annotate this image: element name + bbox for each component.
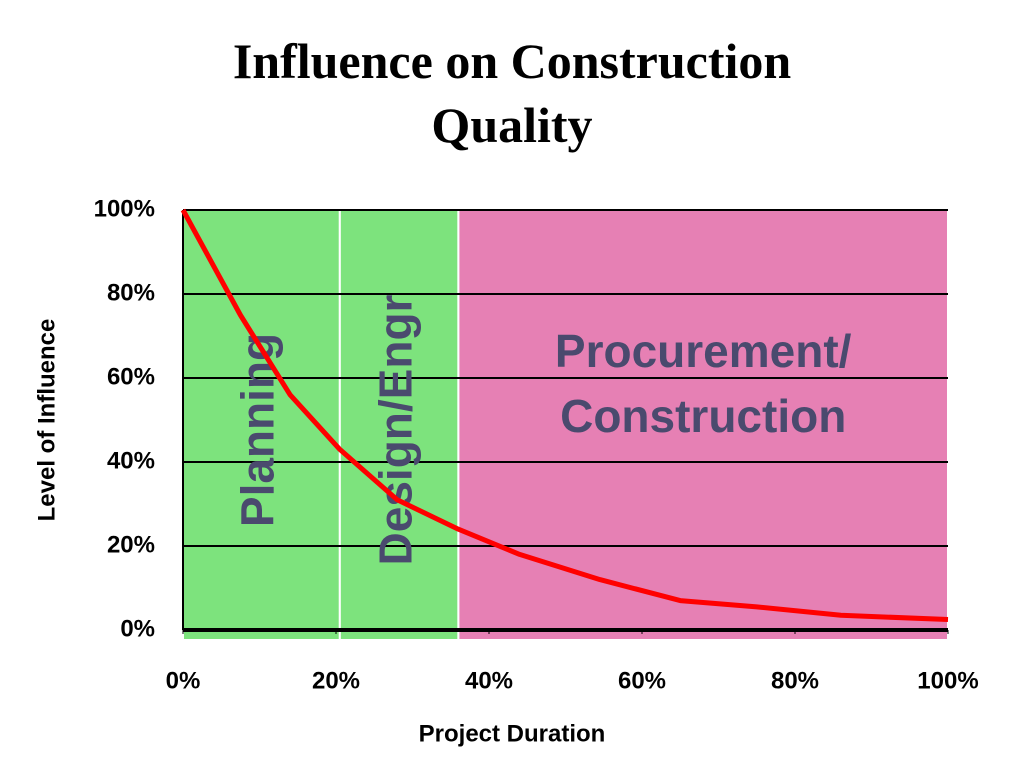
y-tick-label: 20% <box>107 531 155 558</box>
y-tick-label: 100% <box>94 195 155 222</box>
y-tick-label: 80% <box>107 279 155 306</box>
data-line <box>180 208 949 622</box>
y-tick-label: 60% <box>107 363 155 390</box>
region-band <box>182 209 341 641</box>
title-line: Influence on Construction <box>233 33 792 89</box>
x-tick-label: 80% <box>771 667 819 694</box>
region-label: Design/Engr <box>369 294 421 565</box>
x-tick-label: 100% <box>917 667 978 694</box>
y-tick-label: 40% <box>107 447 155 474</box>
x-tick-label: 40% <box>465 667 513 694</box>
x-tick-label: 0% <box>166 667 201 694</box>
region-label: Construction <box>560 390 846 442</box>
region-band <box>338 209 460 641</box>
region-label: Planning <box>232 333 284 527</box>
x-axis-label: Project Duration <box>419 720 606 747</box>
title-line: Quality <box>431 97 592 153</box>
region-label: Procurement/ <box>555 325 852 377</box>
x-tick-label: 20% <box>312 667 360 694</box>
chart-title: Influence on Construction Quality <box>233 33 792 153</box>
y-tick-label: 0% <box>120 615 155 642</box>
y-axis-label: Level of Influence <box>33 319 60 522</box>
x-tick-label: 60% <box>618 667 666 694</box>
